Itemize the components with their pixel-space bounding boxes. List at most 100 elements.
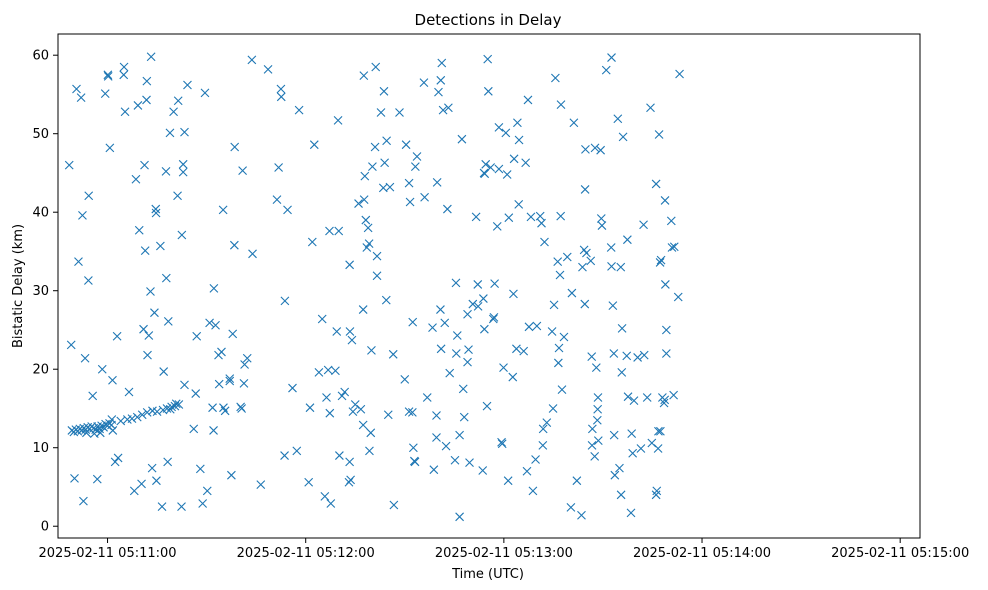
scatter-point xyxy=(514,199,524,209)
scatter-point xyxy=(410,162,420,172)
scatter-point xyxy=(119,70,129,80)
scatter-point xyxy=(569,118,579,128)
scatter-point xyxy=(535,211,545,221)
scatter-point xyxy=(237,404,247,413)
scatter-point xyxy=(227,470,236,480)
scatter-point xyxy=(124,387,134,397)
scatter-point xyxy=(332,327,342,336)
scatter-point xyxy=(189,424,199,434)
scatter-point xyxy=(356,404,366,414)
scatter-point xyxy=(478,294,488,303)
scatter-point xyxy=(177,230,187,240)
scatter-point xyxy=(230,142,240,152)
scatter-point xyxy=(358,420,368,430)
scatter-point xyxy=(499,363,508,373)
scatter-point xyxy=(174,400,184,409)
scatter-point xyxy=(147,463,157,473)
scatter-point xyxy=(596,214,606,223)
scatter-point xyxy=(140,160,149,170)
scatter-point xyxy=(459,412,469,422)
scatter-point xyxy=(608,301,618,311)
scatter-point xyxy=(451,278,461,288)
scatter-point xyxy=(481,159,491,169)
scatter-point xyxy=(508,372,518,382)
scatter-point xyxy=(656,255,666,265)
chart-title: Detections in Delay xyxy=(415,11,562,29)
x-axis-label: Time (UTC) xyxy=(451,567,524,582)
scatter-point xyxy=(512,344,521,354)
scatter-point xyxy=(116,416,126,426)
y-tick-label: 0 xyxy=(41,520,49,535)
scatter-point xyxy=(437,58,447,68)
scatter-point xyxy=(103,70,113,80)
scatter-point xyxy=(610,470,620,480)
scatter-point xyxy=(152,476,161,486)
scatter-point xyxy=(229,240,239,250)
scatter-point xyxy=(79,496,88,506)
scatter-point xyxy=(350,400,360,409)
scatter-point xyxy=(443,103,453,113)
scatter-point xyxy=(617,367,627,377)
scatter-point xyxy=(142,76,152,86)
scatter-point xyxy=(651,179,661,189)
scatter-point xyxy=(198,499,208,508)
scatter-point xyxy=(92,474,102,484)
scatter-point xyxy=(654,130,664,139)
scatter-point xyxy=(642,393,652,402)
scatter-point xyxy=(178,167,188,177)
scatter-point xyxy=(325,226,334,236)
scatter-point xyxy=(192,331,202,341)
scatter-point xyxy=(256,480,266,490)
scatter-point xyxy=(151,204,161,214)
scatter-point xyxy=(348,407,358,416)
scatter-point xyxy=(150,308,159,318)
scatter-point xyxy=(661,349,671,358)
scatter-point xyxy=(137,479,146,489)
scatter-point xyxy=(151,208,161,218)
scatter-point xyxy=(292,446,302,456)
scatter-point xyxy=(400,375,410,384)
scatter-point xyxy=(666,216,676,226)
scatter-point xyxy=(322,393,331,402)
scatter-point xyxy=(119,62,129,72)
scatter-point xyxy=(550,73,560,83)
scatter-point xyxy=(489,313,499,322)
scatter-point xyxy=(345,457,355,467)
x-tick-label: 2025-02-11 05:13:00 xyxy=(435,546,573,561)
scatter-point xyxy=(669,242,679,252)
scatter-point xyxy=(110,457,120,467)
scatter-point xyxy=(379,86,389,96)
scatter-point xyxy=(309,140,319,150)
data-points xyxy=(64,52,684,522)
scatter-point xyxy=(432,433,441,442)
scatter-point xyxy=(133,101,143,110)
scatter-point xyxy=(70,473,79,483)
scatter-point xyxy=(669,390,679,400)
scatter-point xyxy=(526,212,536,222)
scatter-point xyxy=(494,164,504,174)
scatter-point xyxy=(108,426,118,435)
scatter-point xyxy=(587,440,597,450)
scatter-point xyxy=(407,408,417,417)
scatter-point xyxy=(521,158,531,168)
scatter-point xyxy=(78,210,87,220)
scatter-point xyxy=(366,428,376,438)
scatter-point xyxy=(247,55,257,65)
scatter-point xyxy=(360,171,370,181)
scatter-point xyxy=(436,75,446,85)
scatter-point xyxy=(531,455,540,464)
scatter-point xyxy=(514,135,524,145)
scatter-point xyxy=(113,453,123,463)
y-tick-label: 20 xyxy=(32,363,49,378)
scatter-point xyxy=(504,213,514,223)
scatter-point xyxy=(436,344,446,354)
scatter-point xyxy=(606,243,616,252)
scatter-point xyxy=(191,389,201,398)
scatter-point xyxy=(337,391,347,401)
scatter-point xyxy=(345,260,355,270)
scatter-point xyxy=(64,160,74,170)
scatter-point xyxy=(559,332,569,342)
scatter-point xyxy=(519,346,529,356)
scatter-point xyxy=(107,420,116,430)
